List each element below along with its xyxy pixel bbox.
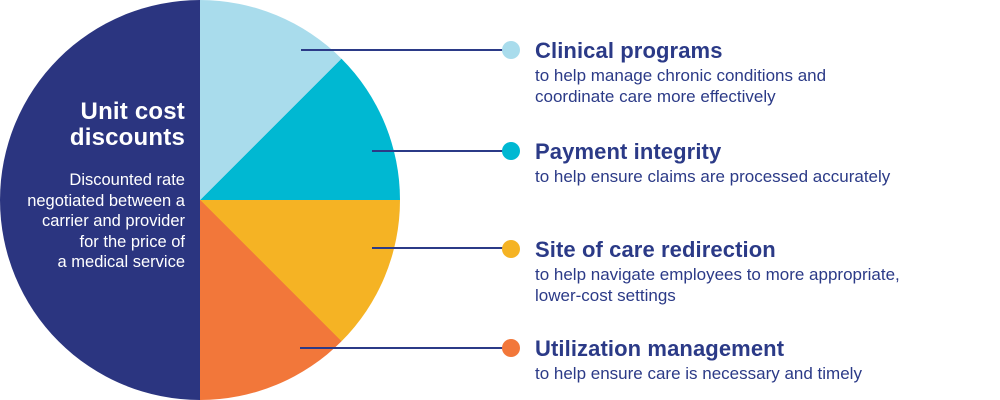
legend-item-payment-integrity: Payment integrity to help ensure claims … <box>535 139 975 187</box>
legend-dot-clinical-programs <box>502 41 520 59</box>
legend-item-utilization-management: Utilization management to help ensure ca… <box>535 336 975 384</box>
legend-title-clinical-programs: Clinical programs <box>535 38 723 63</box>
pie-title: Unit cost discounts <box>69 98 185 151</box>
pie-description: Discounted rate negotiated between a car… <box>27 171 185 271</box>
legend-title-site-of-care: Site of care redirection <box>535 237 776 262</box>
callout-line-payment-integrity <box>372 150 512 152</box>
legend-item-site-of-care: Site of care redirection to help navigat… <box>535 237 975 306</box>
legend-item-clinical-programs: Clinical programs to help manage chronic… <box>535 38 975 107</box>
legend-description-payment-integrity: to help ensure claims are processed accu… <box>535 167 891 186</box>
legend-description-utilization-management: to help ensure care is necessary and tim… <box>535 364 862 383</box>
pie-center-label: Unit cost discounts Discounted rate nego… <box>0 99 185 273</box>
legend-description-site-of-care: to help navigate employees to more appro… <box>535 265 900 305</box>
callout-line-site-of-care <box>372 247 513 249</box>
legend-dot-site-of-care <box>502 240 520 258</box>
legend-title-payment-integrity: Payment integrity <box>535 139 722 164</box>
callout-line-utilization-management <box>300 347 512 349</box>
pie-chart: Unit cost discounts Discounted rate nego… <box>0 0 400 400</box>
callout-line-clinical-programs <box>301 49 512 51</box>
legend-dot-utilization-management <box>502 339 520 357</box>
legend-dot-payment-integrity <box>502 142 520 160</box>
legend-title-utilization-management: Utilization management <box>535 336 785 361</box>
legend-description-clinical-programs: to help manage chronic conditions and co… <box>535 66 827 106</box>
